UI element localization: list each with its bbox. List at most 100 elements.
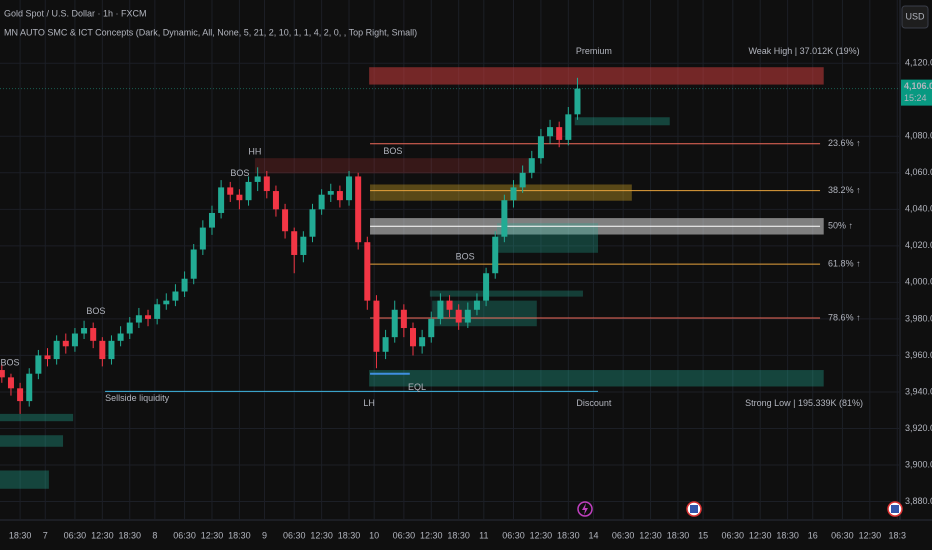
candle-body [236, 194, 243, 201]
candle-body [528, 158, 535, 173]
x-tick-label: 12:30 [530, 530, 553, 540]
x-tick-label: 12:30 [859, 530, 882, 540]
candle-body [501, 200, 508, 237]
chart-title: Gold Spot / U.S. Dollar · 1h · FXCM [4, 8, 147, 18]
x-tick-label: 16 [808, 530, 818, 540]
candle-body [291, 231, 298, 255]
x-tick-label: 06:30 [283, 530, 306, 540]
zone [0, 470, 49, 489]
currency-button[interactable] [901, 5, 929, 29]
candle-body [355, 176, 362, 243]
x-tick-label: 18:3 [888, 530, 906, 540]
x-tick-label: 18:30 [776, 530, 799, 540]
y-tick-label: 3,960.00 [905, 350, 932, 360]
candle-body [0, 370, 5, 378]
candle-body [272, 191, 279, 210]
candle-body [126, 322, 133, 334]
candle-body [81, 328, 88, 334]
y-tick-label: 4,080.00 [905, 131, 932, 141]
annotation: BOS [230, 168, 249, 178]
candle-body [382, 337, 389, 352]
x-tick-label: 06:30 [64, 530, 87, 540]
y-tick-label: 3,980.00 [905, 313, 932, 323]
y-tick-label: 3,940.00 [905, 386, 932, 396]
candle-body [483, 273, 490, 301]
x-tick-label: 12:30 [201, 530, 224, 540]
countdown: 15:24 [904, 93, 927, 103]
event-icons [577, 501, 903, 517]
fib-label: 50% ↑ [828, 221, 853, 231]
candle-body [400, 309, 407, 329]
x-tick-label: 7 [43, 530, 48, 540]
candle-body [492, 236, 499, 274]
x-tick-label: 18:30 [667, 530, 690, 540]
candle-body [409, 328, 416, 347]
x-tick-label: 12:30 [91, 530, 114, 540]
candle-body [26, 373, 33, 402]
candle-body [227, 187, 234, 195]
zone [574, 117, 670, 126]
annotation: BOS [456, 252, 475, 262]
x-tick-label: 06:30 [831, 530, 854, 540]
x-tick-label: 06:30 [722, 530, 745, 540]
candle-body [300, 236, 307, 255]
candle-body [218, 187, 225, 213]
zone [0, 435, 64, 447]
candle-body [254, 176, 261, 182]
candle-body [44, 355, 51, 360]
x-tick-label: 18:30 [338, 530, 361, 540]
x-tick-label: 14 [588, 530, 598, 540]
y-tick-label: 4,120.00 [905, 58, 932, 68]
x-tick-label: 18:30 [557, 530, 580, 540]
candle-body [446, 300, 453, 310]
candle-body [154, 304, 161, 319]
candle-body [336, 191, 343, 201]
candle-body [556, 127, 563, 140]
last-price-box [901, 79, 932, 106]
x-tick-label: 12:30 [749, 530, 772, 540]
x-tick-label: 06:30 [612, 530, 635, 540]
zone [370, 184, 632, 201]
candle-body [282, 209, 289, 232]
candle-body [364, 242, 371, 301]
fib-label: 23.6% ↑ [828, 138, 861, 148]
zone [0, 413, 74, 422]
zone [369, 67, 824, 85]
candle-body [208, 212, 215, 228]
candle-body [464, 309, 471, 323]
fib-label: 38.2% ↑ [828, 185, 861, 195]
candle-body [99, 340, 106, 360]
annotation: BOS [383, 146, 402, 156]
x-tick-label: 12:30 [420, 530, 443, 540]
zone [429, 290, 583, 297]
y-tick-label: 4,040.00 [905, 204, 932, 214]
candle-body [419, 337, 426, 347]
candle-body [309, 209, 316, 237]
y-tick-label: 4,060.00 [905, 167, 932, 177]
annotation: LH [363, 398, 375, 408]
y-tick-label: 3,920.00 [905, 423, 932, 433]
candle-body [53, 340, 60, 360]
x-tick-label: 9 [262, 530, 267, 540]
candle-body [473, 300, 480, 310]
zone [369, 370, 824, 387]
candle-body [17, 388, 24, 402]
x-tick-label: 8 [152, 530, 157, 540]
indicator-name: MN AUTO SMC & ICT Concepts (Dark, Dynami… [4, 27, 417, 37]
candle-body [135, 315, 142, 323]
candle-body [391, 309, 398, 338]
x-tick-label: 10 [369, 530, 379, 540]
currency[interactable]: USD [905, 11, 925, 21]
x-tick-label: 12:30 [639, 530, 662, 540]
candle-body [537, 136, 544, 159]
candle-body [565, 114, 572, 140]
annotation: BOS [86, 306, 105, 316]
candle-body [437, 300, 444, 319]
liquidity-label: EQL [408, 382, 426, 392]
x-tick-label: 06:30 [393, 530, 416, 540]
fib-label: 61.8% ↑ [828, 258, 861, 268]
annotation: Weak High | 37.012K (19%) [748, 46, 859, 56]
annotation: Discount [576, 398, 612, 408]
x-tick-label: 15 [698, 530, 708, 540]
